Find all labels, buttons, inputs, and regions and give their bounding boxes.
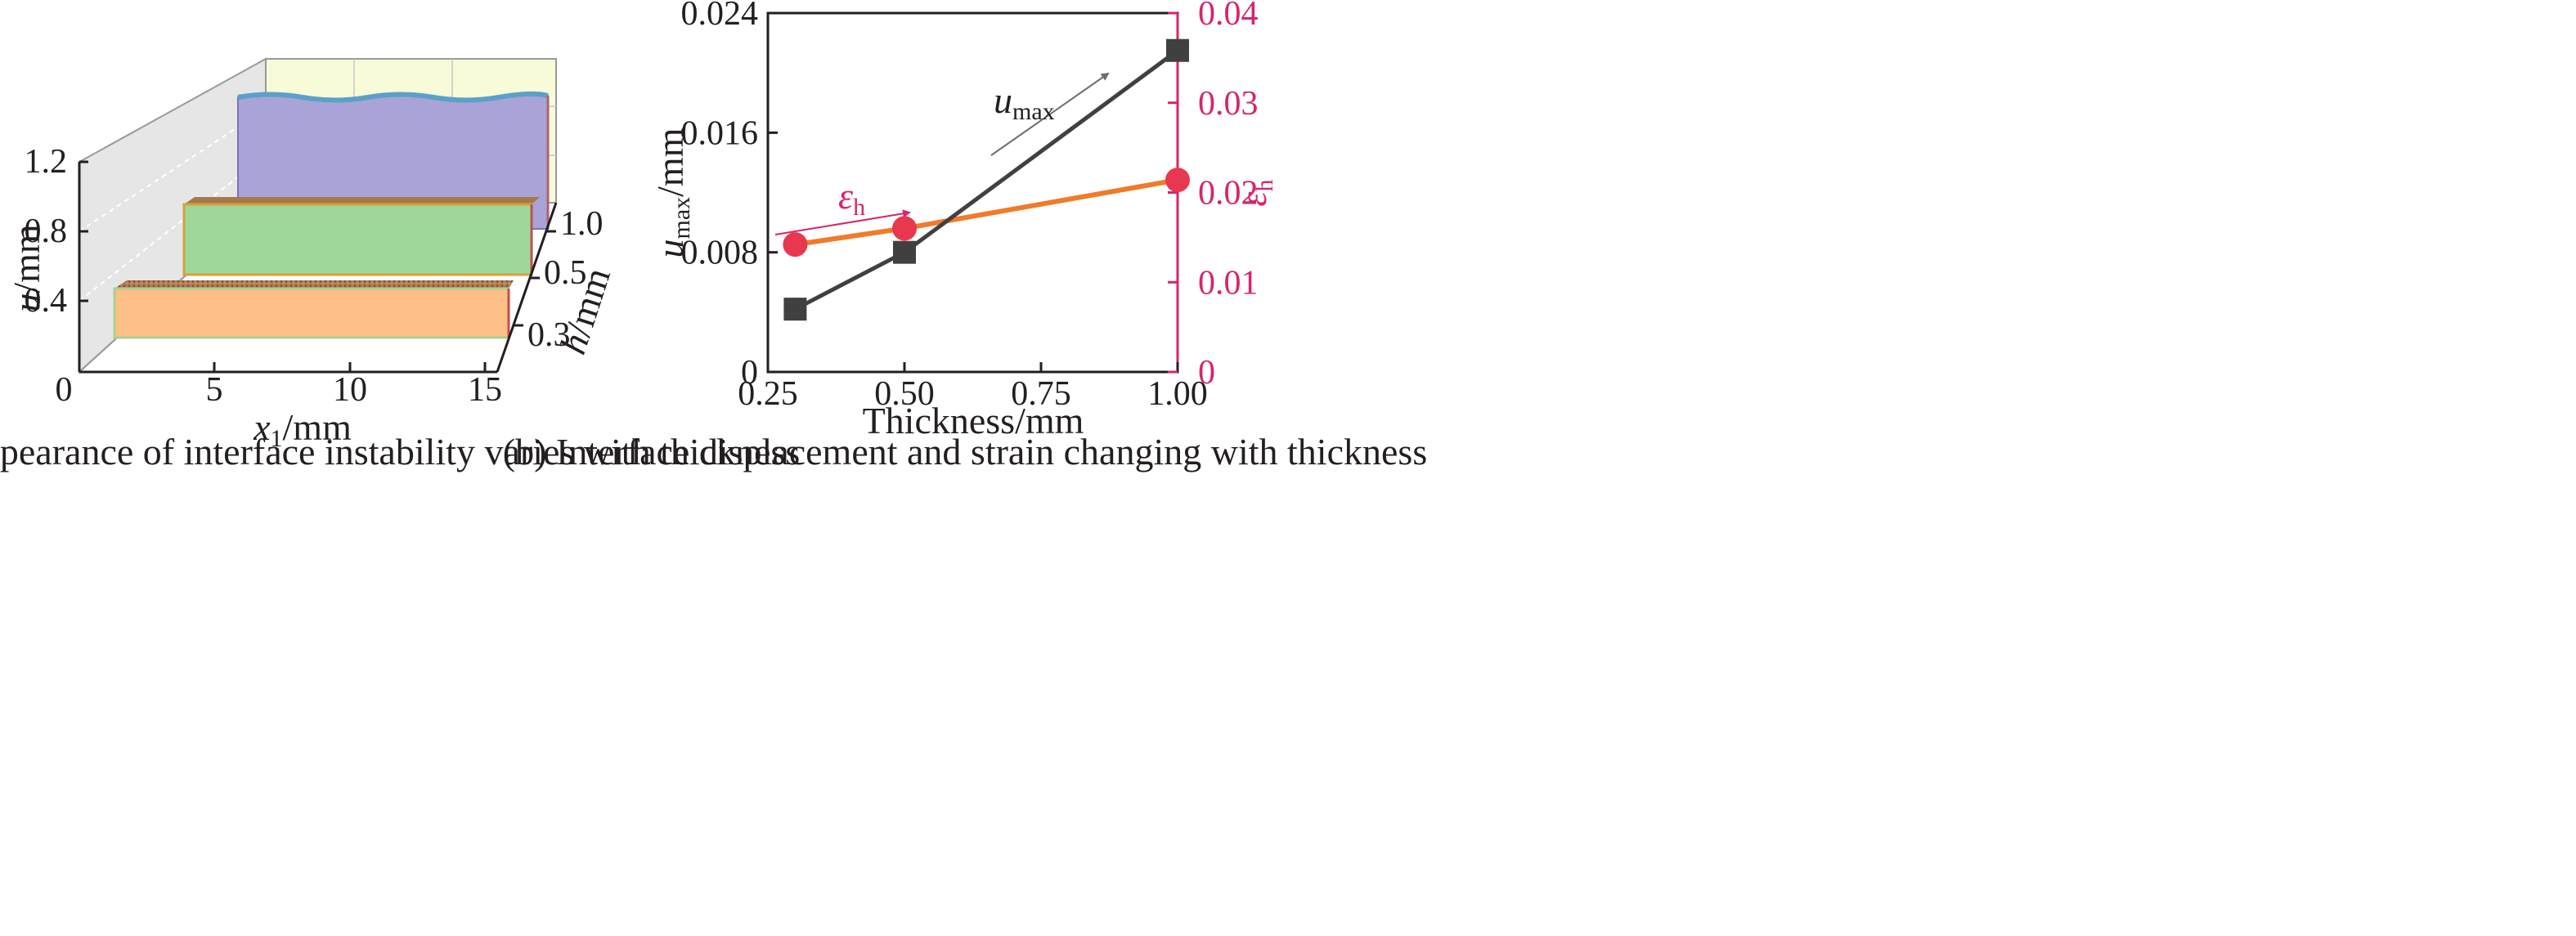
y-left-tick-label: 0 <box>741 354 758 392</box>
slab-h-0-3 <box>113 280 514 339</box>
y-left-tick-label: 0.016 <box>681 114 759 152</box>
x-tick-label: 0.75 <box>1011 375 1071 413</box>
y-left-tick-label: 0.008 <box>681 235 759 272</box>
y-right-tick-label: 0 <box>1198 354 1215 392</box>
u-axis-label: u/mm <box>6 224 47 312</box>
panel-b-dual-axis-chart: 0.25 0.50 0.75 1.0000.0080.0160.02400.010.0… <box>503 0 1427 472</box>
y-right-tick-label: 0.01 <box>1198 264 1259 302</box>
panel-b-caption: (b) Interface displacement and strain ch… <box>503 431 1427 472</box>
h-tick-0-5: 0.5 <box>544 254 587 292</box>
eh-series-point <box>1165 168 1190 193</box>
y-right-tick-label: 0.02 <box>1198 175 1259 213</box>
tick-labels: 0.25 0.50 0.75 1.0000.0080.0160.02400.010.0… <box>681 0 1259 413</box>
slab-h-1-0 <box>237 91 550 230</box>
umax-arrow <box>990 72 1110 156</box>
side-wall-grid <box>79 108 267 302</box>
eh-series-point <box>892 216 917 241</box>
x1-axis-label: x1/mm <box>253 406 352 452</box>
x-tick-label: 1.00 <box>1147 375 1208 413</box>
tick-marks <box>766 11 1179 374</box>
x1-tick-0: 0 <box>56 371 73 409</box>
u-tick-0-4: 0.4 <box>25 282 68 320</box>
h-axis: 0.3 0.5 1.0 <box>496 202 604 373</box>
u-tick-0-8: 0.8 <box>25 213 68 250</box>
x1-tick-5: 5 <box>206 371 223 409</box>
h-tick-0-3: 0.3 <box>527 316 571 354</box>
u-tick-1-2: 1.2 <box>25 143 68 181</box>
umax-annotation: umax <box>994 79 1055 125</box>
x1-tick-15: 15 <box>468 371 502 409</box>
h-tick-1-0: 1.0 <box>560 205 604 243</box>
y-left-tick-label: 0.024 <box>681 0 759 33</box>
y-right-tick-label: 0.03 <box>1198 85 1259 123</box>
eh-series-point <box>783 232 808 258</box>
slab-h-0-5 <box>182 197 540 276</box>
umax-series-point <box>1166 38 1189 62</box>
eh-arrow <box>774 209 911 235</box>
x-tick-label: 0.50 <box>874 375 935 413</box>
u-axis: 0.4 0.8 1.2 <box>25 143 88 372</box>
umax-series-point <box>783 298 807 321</box>
umax-series-point <box>893 240 916 264</box>
series-layer <box>783 38 1190 321</box>
h-axis-label: h/mm <box>551 262 618 359</box>
eh-annotation: εh <box>838 175 865 221</box>
panel-a-3d-plot: 0.4 0.8 1.2 u/mm 0 5 10 15 x1/mm 0.3 0.5… <box>0 57 800 472</box>
x-axis-label: Thickness/mm <box>863 400 1084 441</box>
x1-axis: 0 5 10 15 <box>56 362 502 409</box>
x-tick-label: 0.25 <box>738 375 798 413</box>
x1-tick-10: 10 <box>333 371 367 409</box>
y-right-tick-label: 0.04 <box>1198 0 1259 33</box>
panel-a-caption: (a) The appearance of interface instabil… <box>0 431 800 472</box>
y-left-label: umax/mm <box>649 128 695 258</box>
y-right-label: εh <box>1232 179 1278 206</box>
